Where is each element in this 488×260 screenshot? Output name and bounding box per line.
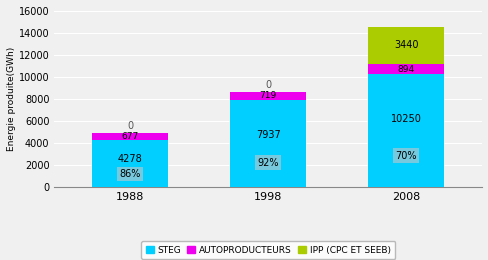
Text: 92%: 92% xyxy=(257,158,278,168)
Text: 894: 894 xyxy=(397,65,414,74)
Text: 677: 677 xyxy=(122,132,139,141)
Bar xyxy=(230,100,305,187)
Text: 4278: 4278 xyxy=(118,154,142,164)
Text: 0: 0 xyxy=(264,80,271,90)
Text: 70%: 70% xyxy=(395,151,416,161)
Bar xyxy=(92,140,168,187)
Bar xyxy=(367,64,443,74)
Legend: STEG, AUTOPRODUCTEURS, IPP (CPC ET SEEB): STEG, AUTOPRODUCTEURS, IPP (CPC ET SEEB) xyxy=(141,241,395,259)
Bar xyxy=(367,74,443,187)
Text: 0: 0 xyxy=(127,121,133,131)
Bar xyxy=(367,27,443,64)
Bar xyxy=(230,92,305,100)
Text: 86%: 86% xyxy=(119,169,141,179)
Text: 3440: 3440 xyxy=(393,41,418,50)
Text: 7937: 7937 xyxy=(255,130,280,140)
Bar xyxy=(92,133,168,140)
Text: 719: 719 xyxy=(259,91,276,100)
Y-axis label: Energie produite(GWh): Energie produite(GWh) xyxy=(7,47,16,151)
Text: 10250: 10250 xyxy=(390,114,421,125)
